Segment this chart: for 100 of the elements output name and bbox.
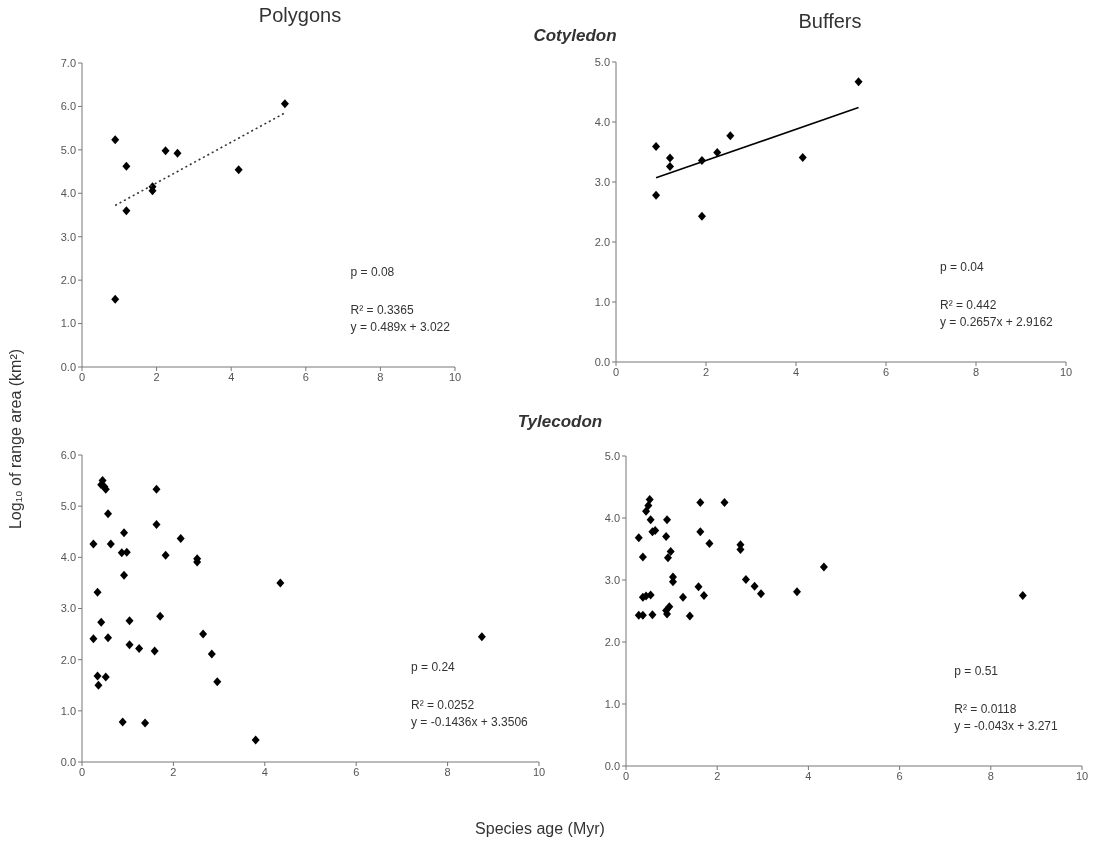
point: [125, 616, 134, 626]
point: [176, 533, 185, 543]
point: [106, 539, 115, 549]
x-tick-label: 4: [805, 769, 812, 782]
point: [104, 509, 113, 519]
point: [697, 211, 706, 221]
annotation: R² = 0.3365: [350, 303, 414, 317]
y-tick-label: 1.0: [60, 317, 76, 330]
point: [93, 587, 102, 597]
point: [726, 131, 735, 141]
point: [634, 533, 643, 543]
y-tick-label: 2.0: [60, 274, 76, 287]
point: [94, 680, 103, 690]
point: [666, 546, 675, 556]
x-tick-label: 0: [78, 765, 86, 778]
y-tick-label: 1.0: [604, 697, 620, 710]
y-tick-label: 6.0: [60, 100, 76, 113]
y-tick-label: 4.0: [604, 511, 620, 524]
annotation: y = 0.2657x + 2.9162: [940, 315, 1053, 329]
y-tick-label: 3.0: [594, 175, 610, 188]
point: [741, 574, 750, 584]
point: [793, 587, 801, 597]
y-tick-label: 2.0: [60, 653, 76, 666]
x-tick-label: 8: [444, 765, 451, 778]
x-tick-label: 6: [882, 365, 890, 378]
y-tick-label: 4.0: [594, 115, 610, 128]
annotation: p = 0.24: [411, 660, 455, 674]
chart-title: Polygons: [257, 4, 343, 27]
x-tick-label: 8: [987, 769, 994, 782]
point: [694, 582, 703, 592]
x-tick-label: 6: [302, 370, 309, 383]
point: [652, 142, 661, 152]
point: [152, 520, 161, 530]
point: [251, 735, 260, 745]
x-tick-label: 10: [1059, 365, 1073, 378]
y-tick-label: 1.0: [60, 704, 76, 717]
point: [645, 494, 654, 504]
y-tick-label: 2.0: [594, 235, 610, 248]
point: [141, 718, 150, 728]
point: [750, 581, 759, 591]
chart-subtitle: Tylecodon: [516, 412, 604, 432]
y-tick-label: 1.0: [594, 295, 610, 308]
chart-title: Buffers: [797, 10, 863, 33]
annotation: p = 0.04: [940, 260, 984, 274]
point: [756, 589, 765, 599]
point: [280, 99, 289, 109]
point: [161, 146, 170, 156]
y-tick-label: 5.0: [604, 449, 620, 462]
point: [679, 592, 687, 602]
annotation: y = -0.043x + 3.271: [954, 719, 1058, 733]
point: [696, 498, 705, 507]
y-tick-label: 4.0: [60, 187, 76, 200]
point: [213, 677, 222, 687]
x-axis-title: Species age (Myr): [474, 820, 606, 838]
annotation: R² = 0.0118: [954, 702, 1017, 716]
point: [666, 153, 674, 163]
x-tick-label: 2: [702, 365, 710, 378]
x-tick-label: 2: [153, 370, 160, 383]
point: [152, 484, 161, 494]
point: [854, 77, 863, 87]
point: [276, 578, 285, 588]
point: [638, 552, 647, 562]
point: [642, 506, 651, 516]
point: [234, 165, 243, 175]
x-tick-label: 6: [353, 765, 360, 778]
x-tick-label: 4: [228, 370, 235, 383]
x-tick-label: 8: [377, 370, 384, 383]
point: [1018, 591, 1027, 600]
point: [663, 553, 672, 563]
x-tick-label: 2: [714, 769, 721, 782]
y-tick-label: 6.0: [60, 448, 76, 461]
point: [97, 617, 106, 627]
point: [120, 570, 129, 580]
point: [663, 515, 672, 525]
y-tick-label: 5.0: [594, 55, 610, 68]
point: [135, 643, 144, 653]
point: [648, 610, 657, 620]
annotation: p = 0.08: [350, 265, 395, 279]
y-tick-label: 3.0: [60, 230, 76, 243]
x-tick-label: 2: [170, 765, 177, 778]
x-tick-label: 0: [622, 769, 630, 782]
y-axis-title: Log₁₀ of range area (km²): [7, 347, 25, 532]
y-tick-label: 0.0: [60, 360, 76, 373]
point: [93, 671, 102, 681]
y-tick-label: 4.0: [60, 551, 76, 564]
point: [104, 633, 113, 643]
annotation: R² = 0.442: [940, 298, 997, 312]
annotation: R² = 0.0252: [411, 698, 475, 712]
x-tick-label: 10: [448, 370, 462, 383]
point: [477, 632, 486, 642]
point: [161, 550, 170, 560]
x-tick-label: 0: [612, 365, 620, 378]
annotation: y = -0.1436x + 3.3506: [411, 715, 528, 729]
point: [666, 161, 674, 171]
point: [111, 135, 120, 145]
y-tick-label: 0.0: [60, 755, 76, 768]
point: [122, 161, 131, 171]
point: [819, 562, 828, 572]
point: [89, 634, 98, 644]
point: [646, 515, 655, 525]
